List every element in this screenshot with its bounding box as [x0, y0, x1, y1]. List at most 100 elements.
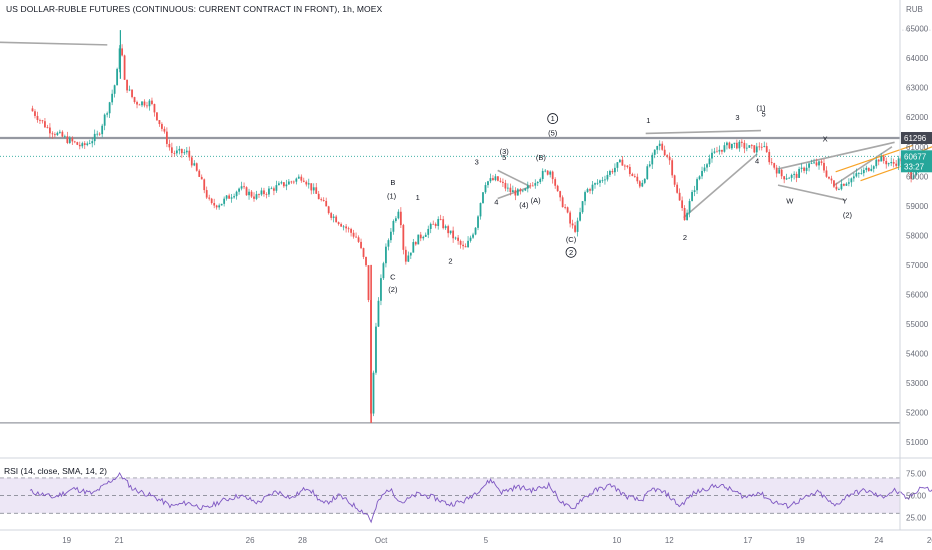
- candle-body: [414, 242, 417, 245]
- candle-body: [855, 173, 858, 177]
- candle-body: [315, 187, 318, 194]
- candle-body: [180, 148, 183, 154]
- x-tick-label: 19: [62, 536, 71, 545]
- candle-body: [633, 176, 636, 177]
- candle-body: [392, 220, 395, 232]
- last-price-tag: [901, 150, 932, 173]
- candle-body: [432, 223, 435, 225]
- candle-body: [663, 149, 666, 156]
- candle-body: [260, 190, 263, 195]
- candle-body: [526, 185, 529, 189]
- candle-body: [596, 182, 599, 184]
- candle-body: [549, 171, 552, 175]
- y-tick-label: 51000: [906, 438, 929, 447]
- candle-body: [285, 184, 288, 187]
- candle-body: [258, 194, 260, 195]
- x-tick-label: 10: [612, 536, 621, 545]
- candle-body: [656, 146, 659, 150]
- candle-body: [489, 178, 492, 182]
- candle-body: [78, 144, 81, 147]
- candle-body: [601, 180, 604, 182]
- candle-body: [263, 190, 265, 195]
- bar-countdown: 33:27: [904, 162, 925, 171]
- candle-body: [320, 199, 323, 201]
- y-tick-label: 55000: [906, 320, 929, 329]
- candle-body: [444, 226, 447, 229]
- candle-body: [360, 241, 362, 249]
- wave-label: (4): [519, 200, 529, 209]
- candle-body: [726, 142, 728, 146]
- candle-body: [335, 216, 338, 223]
- candle-body: [300, 176, 303, 181]
- candle-body: [53, 134, 56, 136]
- candle-body: [148, 100, 151, 107]
- wave-label: (1): [756, 103, 766, 112]
- candle-body: [183, 152, 186, 154]
- candle-body: [877, 159, 880, 162]
- candle-body: [805, 167, 808, 171]
- candle-body: [437, 219, 440, 226]
- candle-body: [342, 226, 345, 228]
- trendline: [833, 146, 893, 186]
- candle-body: [750, 145, 753, 147]
- y-tick-label: 65000: [906, 25, 929, 34]
- candle-body: [815, 162, 818, 166]
- candle-body: [539, 179, 542, 183]
- candle-body: [83, 143, 86, 146]
- wave-label: 5: [502, 153, 506, 162]
- trendline: [0, 41, 108, 46]
- candle-body: [153, 104, 156, 113]
- candle-body: [721, 149, 723, 152]
- rsi-tick-label: 25.00: [906, 514, 927, 523]
- candle-body: [857, 173, 860, 174]
- candle-body: [357, 237, 360, 242]
- candle-body: [472, 234, 474, 238]
- candle-body: [671, 160, 674, 176]
- candle-body: [273, 188, 275, 191]
- rsi-tick-label: 50.00: [906, 492, 927, 501]
- candle-body: [780, 169, 783, 177]
- candle-body: [733, 142, 736, 144]
- candle-body: [910, 170, 913, 179]
- candle-body: [534, 183, 537, 186]
- candle-body: [238, 188, 240, 192]
- candle-body: [116, 68, 119, 86]
- candle-body: [327, 206, 330, 214]
- candle-body: [803, 167, 805, 171]
- candle-body: [487, 181, 489, 186]
- candle-body: [743, 142, 746, 149]
- candle-body: [554, 179, 557, 186]
- candle-body: [131, 89, 133, 98]
- candle-body: [651, 154, 654, 165]
- candle-body: [317, 193, 320, 200]
- candle-body: [586, 189, 589, 193]
- y-tick-label: 58000: [906, 231, 929, 240]
- candle-body: [852, 176, 855, 179]
- last-price-label: 60677: [904, 152, 927, 161]
- candle-body: [161, 124, 163, 129]
- candle-body: [531, 185, 534, 187]
- candle-body: [835, 186, 838, 190]
- candle-body: [367, 265, 370, 301]
- candle-body: [915, 170, 917, 176]
- candle-body: [628, 166, 631, 175]
- candle-body: [711, 152, 713, 159]
- candle-body: [39, 120, 41, 121]
- candle-body: [785, 178, 788, 180]
- candle-body: [108, 102, 111, 114]
- wave-label: 2: [448, 256, 452, 265]
- candle-body: [250, 191, 253, 197]
- candle-body: [788, 177, 791, 179]
- x-tick-label: 28: [298, 536, 307, 545]
- candle-body: [442, 219, 445, 229]
- wave-label: (2): [388, 285, 398, 294]
- candle-body: [783, 176, 786, 180]
- candle-body: [248, 191, 250, 196]
- candle-body: [178, 148, 181, 151]
- candle-body: [173, 152, 176, 154]
- candle-body: [81, 143, 84, 147]
- candle-body: [457, 237, 460, 241]
- wave-label: 4: [494, 197, 498, 206]
- candle-body: [297, 176, 300, 179]
